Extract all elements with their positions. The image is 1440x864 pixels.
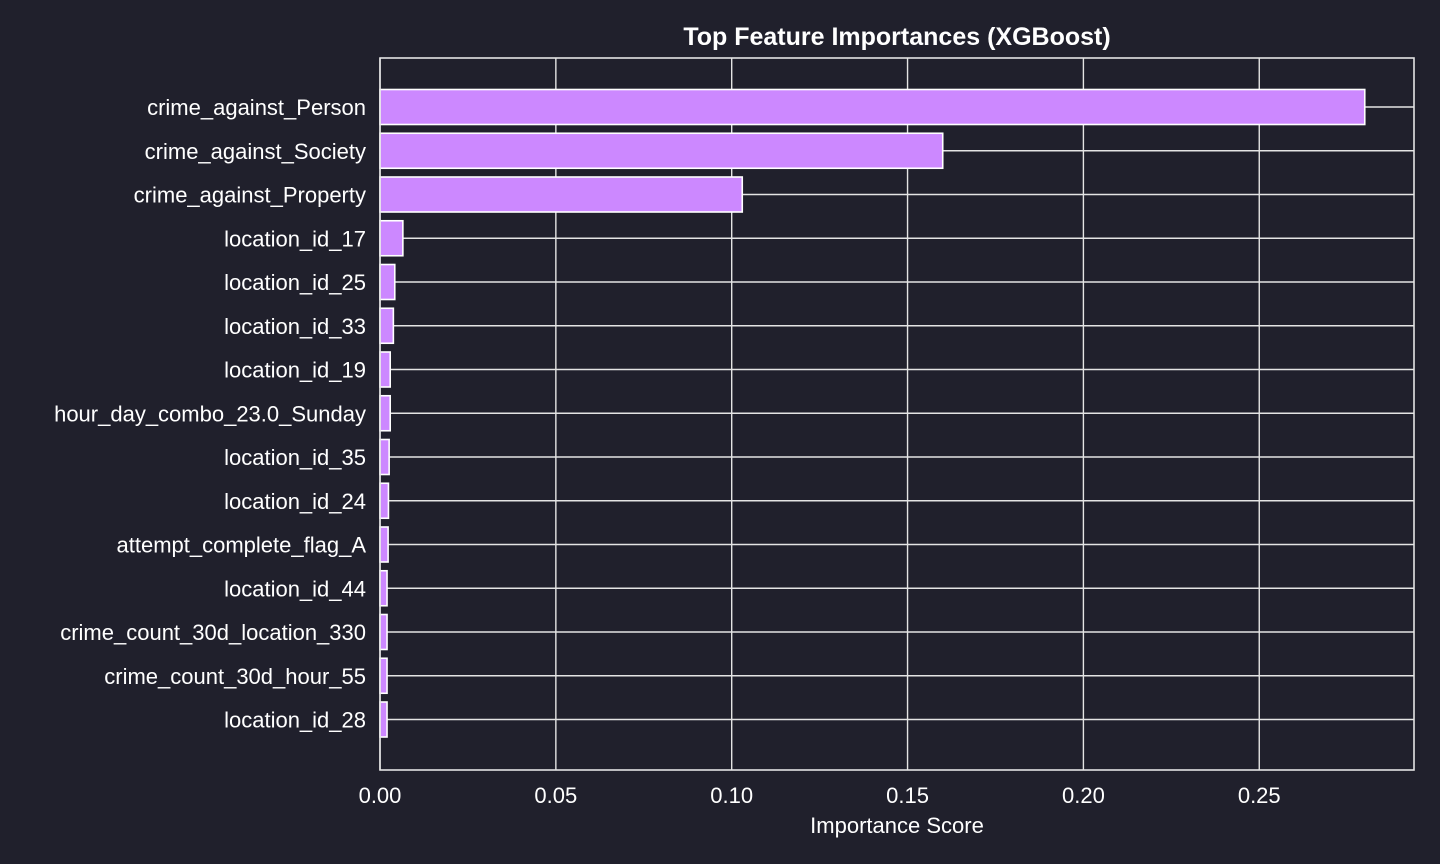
y-tick-label: location_id_25: [224, 270, 366, 295]
bar: [379, 569, 388, 607]
bar: [379, 219, 404, 257]
bar-layer: [379, 88, 1366, 738]
bar: [379, 701, 388, 738]
x-tick-label: 0.05: [534, 783, 577, 808]
bar: [379, 394, 391, 432]
bar: [379, 526, 389, 563]
bar: [379, 657, 388, 695]
y-tick-label: location_id_44: [224, 576, 366, 601]
y-tick-label: location_id_24: [224, 489, 366, 514]
y-tick-label: location_id_17: [224, 226, 366, 251]
grid-layer: [379, 58, 1414, 770]
y-tick-label: location_id_33: [224, 314, 366, 339]
bar: [379, 263, 396, 301]
chart-title: Top Feature Importances (XGBoost): [683, 23, 1110, 51]
bar: [379, 438, 390, 476]
y-tick-label: location_id_35: [224, 445, 366, 470]
bar: [379, 132, 944, 170]
x-tick-label: 0.25: [1238, 783, 1281, 808]
y-tick-label: location_id_28: [224, 708, 366, 733]
x-tick-label: 0.00: [359, 783, 402, 808]
bar: [379, 613, 388, 651]
x-tick-label: 0.15: [886, 783, 929, 808]
bar: [379, 351, 391, 388]
bar: [379, 307, 395, 345]
y-tick-label: location_id_19: [224, 358, 366, 383]
y-tick-label: attempt_complete_flag_A: [117, 533, 367, 558]
y-tick-label: crime_against_Property: [134, 183, 366, 208]
x-axis-label: Importance Score: [810, 813, 984, 838]
y-tick-label: crime_count_30d_location_330: [60, 620, 366, 645]
y-tick-label: crime_against_Person: [147, 95, 366, 120]
y-tick-label: crime_count_30d_hour_55: [104, 664, 366, 689]
bar: [379, 176, 744, 213]
bar: [379, 482, 390, 520]
x-tick-label: 0.20: [1062, 783, 1105, 808]
y-tick-label: crime_against_Society: [145, 139, 366, 164]
bar: [379, 88, 1366, 126]
y-tick-label: hour_day_combo_23.0_Sunday: [54, 401, 366, 426]
y-tick-labels: crime_against_Person crime_against_Societ…: [54, 95, 366, 733]
x-tick-label: 0.10: [710, 783, 753, 808]
x-tick-labels: 0.00 0.05 0.10 0.15 0.20 0.25: [359, 783, 1281, 808]
plot-frame: [379, 57, 1415, 771]
